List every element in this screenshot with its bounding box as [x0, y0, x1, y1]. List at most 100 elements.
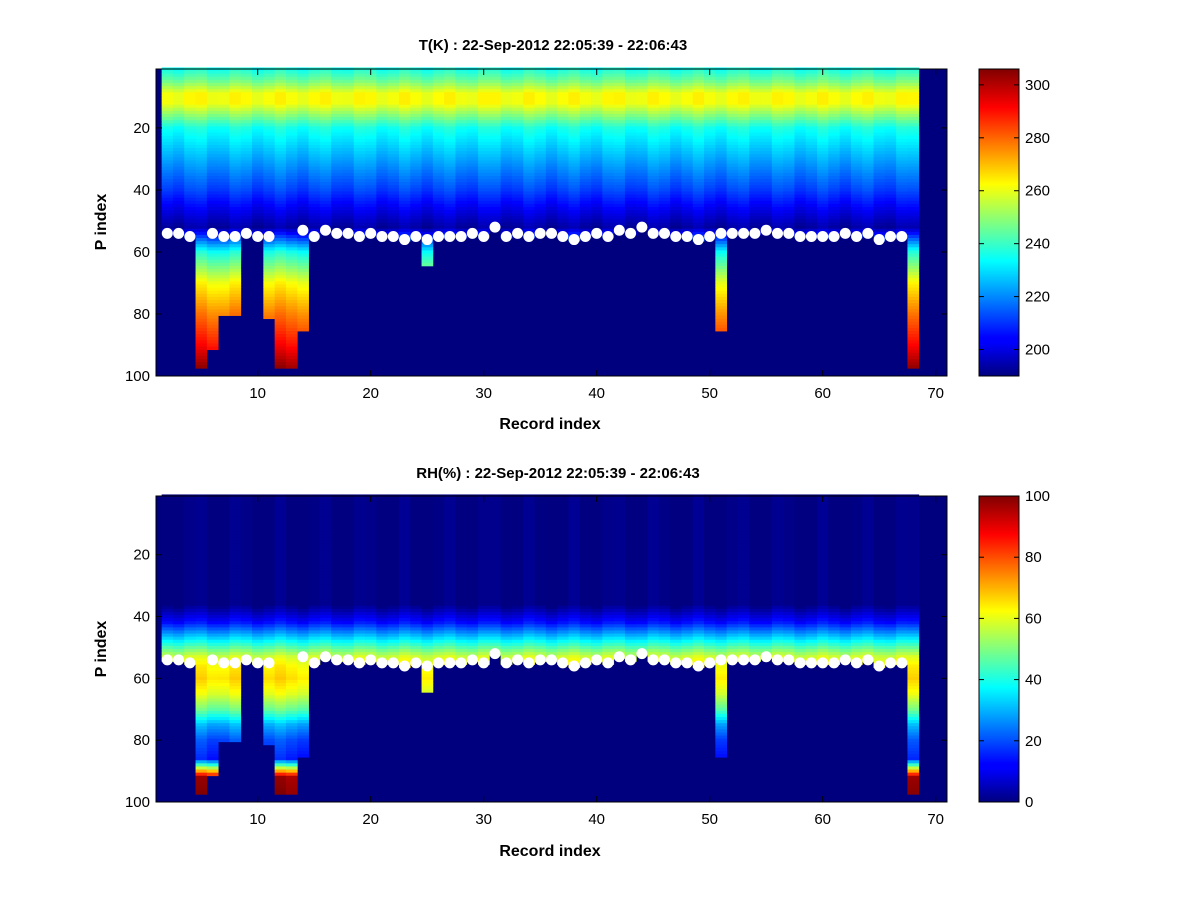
heatmap-cell: [172, 222, 185, 226]
heatmap-cell: [274, 104, 287, 109]
heatmap-cell: [760, 107, 773, 112]
heatmap-cell: [896, 113, 908, 118]
heatmap-cell: [252, 540, 264, 545]
heatmap-cell: [771, 148, 784, 152]
heatmap-cell: [771, 101, 784, 106]
heatmap-cell: [760, 213, 773, 217]
heatmap-cell: [624, 225, 637, 230]
heatmap-cell: [308, 110, 321, 115]
heatmap-cell: [195, 689, 208, 693]
heatmap-cell: [749, 92, 761, 96]
heatmap-cell: [398, 92, 411, 96]
heatmap-cell: [873, 197, 886, 202]
heatmap-cell: [172, 509, 185, 514]
heatmap-cell: [218, 649, 230, 653]
heatmap-cell: [455, 89, 468, 93]
heatmap-cell: [692, 70, 705, 75]
heatmap-cell: [602, 182, 615, 186]
heatmap-cell: [500, 76, 513, 81]
heatmap-cell: [218, 500, 230, 505]
heatmap-cell: [252, 188, 264, 192]
heatmap-cell: [828, 92, 841, 96]
heatmap-cell: [285, 275, 298, 279]
heatmap-cell: [229, 86, 242, 90]
heatmap-cell: [715, 200, 728, 205]
heatmap-cell: [308, 163, 321, 168]
heatmap-cell: [206, 608, 219, 613]
heatmap-column: [184, 494, 196, 665]
heatmap-cell: [319, 148, 332, 152]
heatmap-cell: [229, 175, 242, 180]
heatmap-cell: [455, 188, 468, 192]
heatmap-cell: [421, 182, 434, 186]
heatmap-cell: [263, 253, 276, 258]
heatmap-cell: [873, 95, 886, 99]
heatmap-cell: [455, 219, 468, 223]
heatmap-cell: [636, 76, 648, 81]
heatmap-cell: [432, 228, 445, 233]
heatmap-cell: [172, 516, 185, 520]
heatmap-cell: [240, 587, 253, 591]
heatmap-cell: [500, 151, 513, 155]
heatmap-cell: [297, 144, 309, 149]
heatmap-cell: [850, 225, 863, 230]
heatmap-cell: [794, 144, 807, 149]
heatmap-cell: [387, 148, 400, 152]
heatmap-cell: [636, 132, 648, 137]
heatmap-cell: [331, 101, 343, 106]
heatmap-cell: [896, 200, 908, 205]
heatmap-cell: [263, 673, 276, 678]
heatmap-cell: [873, 132, 886, 137]
heatmap-cell: [715, 126, 728, 130]
heatmap-cell: [523, 228, 535, 233]
heatmap-cell: [692, 216, 705, 220]
heatmap-cell: [206, 645, 219, 650]
heatmap-cell: [557, 210, 569, 214]
heatmap-cell: [184, 154, 196, 158]
heatmap-cell: [771, 200, 784, 205]
heatmap-cell: [636, 216, 648, 220]
heatmap-cell: [172, 522, 185, 526]
heatmap-cell: [206, 602, 219, 607]
heatmap-cell: [794, 182, 807, 186]
heatmap-cell: [398, 76, 411, 81]
heatmap-cell: [670, 110, 682, 115]
heatmap-cell: [274, 611, 287, 616]
heatmap-cell: [681, 157, 694, 161]
heatmap-cell: [240, 95, 253, 99]
heatmap-cell: [263, 92, 276, 96]
heatmap-cell: [636, 172, 648, 177]
heatmap-cell: [545, 157, 558, 161]
heatmap-cell: [523, 210, 535, 214]
heatmap-cell: [670, 98, 682, 102]
heatmap-cell: [737, 151, 750, 155]
heatmap-cell: [195, 200, 208, 205]
heatmap-cell: [432, 219, 445, 223]
heatmap-cell: [692, 76, 705, 81]
heatmap-cell: [523, 138, 535, 143]
heatmap-cell: [218, 98, 230, 102]
heatmap-cell: [444, 92, 456, 96]
heatmap-cell: [387, 110, 400, 115]
heatmap-cell: [704, 194, 716, 199]
heatmap-cell: [274, 334, 287, 338]
heatmap-cell: [817, 123, 829, 127]
heatmap-column: [647, 67, 660, 236]
heatmap-cell: [760, 98, 773, 102]
surface-marker: [173, 227, 185, 239]
heatmap-cell: [670, 151, 682, 155]
heatmap-cell: [647, 222, 660, 226]
heatmap-cell: [365, 188, 377, 192]
heatmap-cell: [342, 197, 355, 202]
heatmap-cell: [195, 281, 208, 285]
heatmap-cell: [297, 306, 309, 310]
heatmap-cell: [692, 191, 705, 195]
heatmap-cell: [636, 166, 648, 171]
heatmap-cell: [715, 70, 728, 75]
heatmap-cell: [206, 615, 219, 619]
heatmap-cell: [466, 222, 479, 226]
heatmap-cell: [319, 160, 332, 164]
heatmap-cell: [817, 95, 829, 99]
heatmap-cell: [206, 713, 219, 718]
heatmap-cell: [410, 120, 422, 124]
